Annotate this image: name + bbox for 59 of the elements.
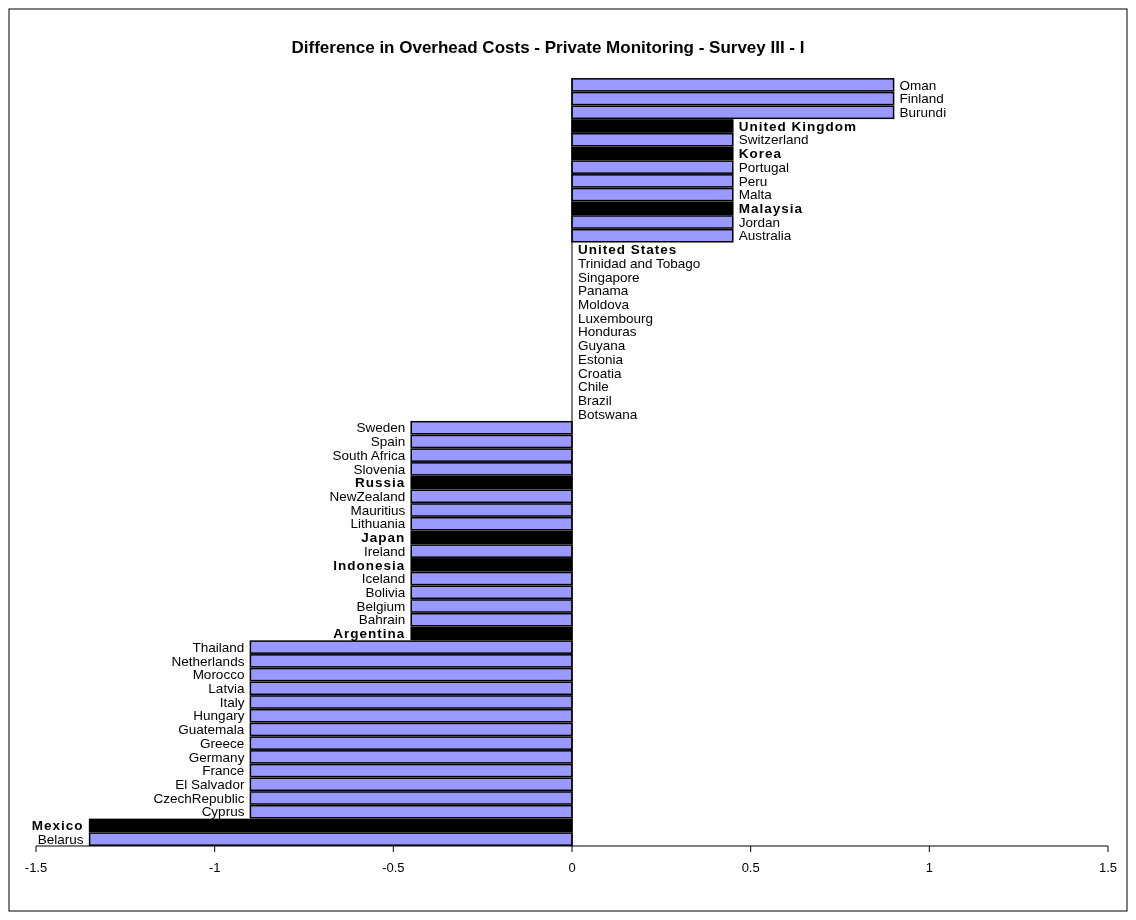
y-tick-label: Italy (219, 694, 245, 710)
y-tick-label: Latvia (208, 681, 245, 697)
y-tick-label: Iceland (361, 571, 406, 587)
y-tick-label: Malaysia (738, 201, 804, 217)
y-tick-label: Netherlands (171, 653, 245, 669)
y-tick-label: United Kingdom (738, 118, 858, 134)
y-tick-label: Germany (188, 749, 245, 765)
y-tick-label: Mauritius (350, 502, 406, 518)
y-tick-label: Bolivia (365, 585, 406, 601)
y-tick-label: Oman (899, 77, 937, 93)
chart-title: Difference in Overhead Costs - Private Monitoring - Survey III - I (291, 38, 805, 57)
y-tick-label: Honduras (578, 324, 637, 340)
y-tick-label: Australia (738, 228, 792, 244)
y-tick-label: Burundi (899, 105, 947, 121)
x-tick-label: 0 (568, 860, 576, 875)
y-tick-label: Belarus (37, 831, 84, 847)
y-tick-label: Luxembourg (578, 310, 654, 326)
y-tick-label: Switzerland (738, 132, 809, 148)
y-tick-label: Russia (354, 475, 406, 491)
y-tick-label: Japan (361, 530, 406, 546)
y-tick-label: Lithuania (350, 516, 406, 532)
y-tick-label: Peru (738, 173, 768, 189)
y-tick-label: Argentina (333, 626, 406, 642)
x-tick-label: 1.5 (1098, 860, 1118, 875)
y-tick-label: Belgium (356, 598, 406, 614)
y-tick-label: El Salvador (175, 777, 245, 793)
y-tick-label: Morocco (192, 667, 245, 683)
y-tick-label: Jordan (738, 214, 781, 230)
y-tick-label: Cyprus (201, 804, 245, 820)
y-tick-label: Guatemala (178, 722, 245, 738)
y-tick-label: Indonesia (333, 557, 406, 573)
y-tick-label: Malta (738, 187, 773, 203)
y-tick-label: Panama (578, 283, 629, 299)
y-tick-label: Sweden (356, 420, 406, 436)
y-tick-label: Guyana (578, 338, 626, 354)
y-tick-label: Moldova (578, 297, 630, 313)
y-tick-label: United States (578, 242, 678, 258)
x-tick-label: 1 (925, 860, 933, 875)
y-tick-label: Mexico (31, 818, 84, 834)
x-tick-label: 0.5 (741, 860, 760, 875)
y-tick-label: Botswana (578, 406, 638, 422)
x-tick-label: -1 (208, 860, 221, 875)
x-tick-label: -1.5 (24, 860, 48, 875)
y-tick-label: Chile (578, 379, 609, 395)
y-tick-label: Croatia (578, 365, 623, 381)
y-tick-label: Korea (738, 146, 783, 162)
y-tick-label: CzechRepublic (153, 790, 245, 806)
y-tick-label: Finland (899, 91, 944, 107)
y-tick-label: Singapore (578, 269, 640, 285)
y-tick-label: Trinidad and Tobago (578, 255, 701, 271)
y-tick-label: Thailand (192, 639, 245, 655)
y-tick-label: Spain (370, 434, 406, 450)
y-tick-label: Bahrain (358, 612, 406, 628)
y-tick-label: Greece (200, 735, 245, 751)
y-tick-label: Slovenia (353, 461, 406, 477)
y-tick-label: NewZealand (329, 489, 406, 505)
y-tick-label: Portugal (738, 159, 790, 175)
x-tick-label: -0.5 (382, 860, 405, 875)
y-tick-label: Brazil (578, 393, 612, 409)
